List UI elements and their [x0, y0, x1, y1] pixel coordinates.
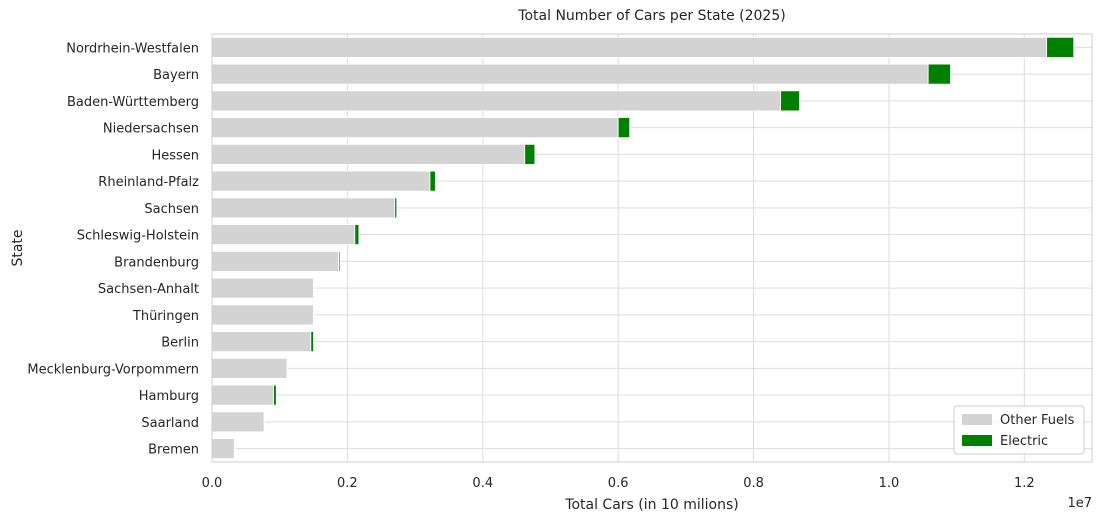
bar-electric — [1046, 36, 1075, 58]
y-tick-label: Bremen — [148, 443, 199, 458]
x-tick-labels: 0.0 0.2 0.4 0.6 0.8 1.0 1.2 — [202, 476, 1035, 491]
y-tick-label: Brandenburg — [114, 255, 199, 270]
bar-electric — [429, 170, 436, 192]
y-axis-label: State — [10, 229, 26, 266]
x-axis-offset-label: 1e7 — [1067, 496, 1092, 511]
y-tick-label: Sachsen — [144, 202, 199, 217]
x-tick-label: 0.2 — [337, 476, 358, 491]
bar-other-fuels — [211, 224, 356, 246]
bar-other-fuels — [211, 197, 396, 219]
x-tick-label: 0.4 — [472, 476, 493, 491]
bar-electric — [927, 63, 951, 85]
legend-label: Electric — [1000, 434, 1048, 449]
bar-electric — [263, 411, 266, 433]
bar-other-fuels — [211, 90, 782, 112]
bar-other-fuels — [211, 250, 339, 272]
y-tick-label: Saarland — [141, 416, 199, 431]
y-tick-label: Nordrhein-Westfalen — [66, 41, 199, 56]
y-tick-labels: Nordrhein-Westfalen Bayern Baden-Württembe… — [27, 41, 199, 457]
x-tick-label: 1.0 — [879, 476, 900, 491]
bar-other-fuels — [211, 36, 1048, 58]
plot-frame — [211, 33, 1093, 463]
legend-swatch — [962, 414, 992, 425]
x-axis-label: Total Cars (in 10 milions) — [564, 497, 738, 513]
x-tick-label: 0.0 — [202, 476, 223, 491]
legend-swatch — [962, 435, 992, 446]
bars-layer — [211, 36, 1075, 460]
bar-other-fuels — [211, 63, 929, 85]
bar-other-fuels — [211, 384, 274, 406]
bar-electric — [286, 357, 289, 379]
bar-electric — [354, 224, 360, 246]
y-tick-label: Baden-Württemberg — [67, 95, 199, 110]
bar-electric — [524, 143, 536, 165]
bar-electric — [313, 277, 315, 299]
bar-other-fuels — [211, 304, 314, 326]
y-tick-label: Thüringen — [132, 309, 199, 324]
x-tick-label: 1.2 — [1014, 476, 1035, 491]
bar-electric — [313, 304, 315, 326]
bar-electric — [273, 384, 277, 406]
bar-other-fuels — [211, 331, 312, 353]
y-tick-label: Mecklenburg-Vorpommern — [27, 362, 199, 377]
bar-electric — [617, 117, 631, 139]
bar-electric — [780, 90, 800, 112]
bar-other-fuels — [211, 277, 314, 299]
legend: Other Fuels Electric — [953, 405, 1085, 455]
bar-electric — [394, 197, 398, 219]
y-tick-label: Berlin — [161, 336, 199, 351]
bar-other-fuels — [211, 117, 619, 139]
y-tick-label: Bayern — [153, 68, 199, 83]
y-tick-label: Rheinland-Pfalz — [98, 175, 199, 190]
bar-other-fuels — [211, 357, 288, 379]
bar-electric — [310, 331, 314, 353]
bar-other-fuels — [211, 411, 265, 433]
y-tick-label: Schleswig-Holstein — [77, 229, 199, 244]
y-tick-label: Niedersachsen — [103, 122, 199, 137]
x-tick-label: 0.6 — [608, 476, 629, 491]
bar-other-fuels — [211, 438, 235, 460]
bar-electric — [338, 250, 341, 272]
y-tick-label: Hessen — [151, 148, 199, 163]
chart-title: Total Number of Cars per State (2025) — [517, 8, 785, 24]
legend-label: Other Fuels — [1000, 413, 1075, 428]
bar-electric — [233, 438, 236, 460]
y-tick-label: Sachsen-Anhalt — [98, 282, 199, 297]
x-tick-label: 0.8 — [743, 476, 764, 491]
bar-other-fuels — [211, 170, 431, 192]
bar-other-fuels — [211, 143, 526, 165]
y-tick-label: Hamburg — [139, 389, 199, 404]
